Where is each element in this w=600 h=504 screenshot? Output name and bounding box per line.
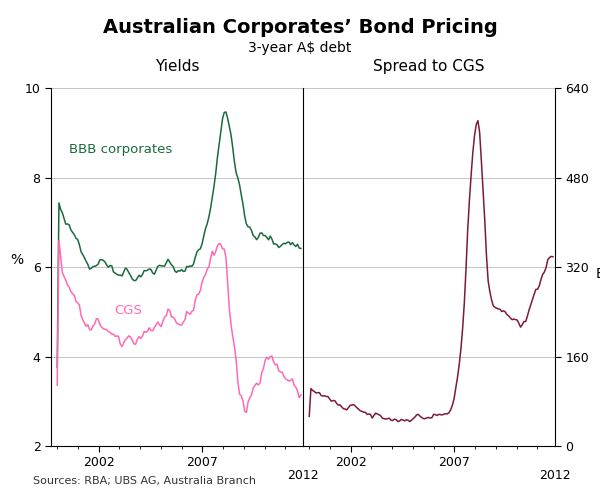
- Text: BBB corporates: BBB corporates: [68, 143, 172, 156]
- Text: 2012: 2012: [287, 469, 319, 482]
- Text: CGS: CGS: [114, 303, 142, 317]
- Y-axis label: %: %: [10, 253, 23, 267]
- Text: Spread to CGS: Spread to CGS: [373, 59, 485, 74]
- Text: 3-year A$ debt: 3-year A$ debt: [248, 41, 352, 55]
- Text: Yields: Yields: [155, 59, 199, 74]
- Y-axis label: Bps: Bps: [596, 267, 600, 281]
- Text: Australian Corporates’ Bond Pricing: Australian Corporates’ Bond Pricing: [103, 18, 497, 37]
- Text: Sources: RBA; UBS AG, Australia Branch: Sources: RBA; UBS AG, Australia Branch: [33, 476, 256, 486]
- Text: 2012: 2012: [539, 469, 571, 482]
